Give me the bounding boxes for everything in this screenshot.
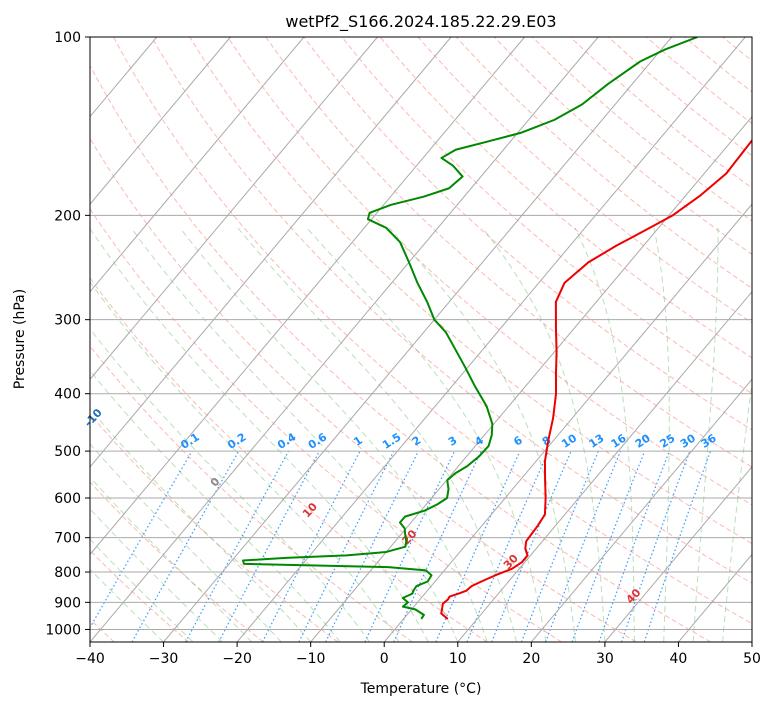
mixing-ratio-line — [364, 450, 456, 642]
axes: −40 −30 −20 −10 0 10 20 30 40 50 1000 900 800 700 600 5… — [45, 30, 761, 667]
moist-adiabat — [179, 227, 488, 642]
mixing-ratio-line — [325, 450, 419, 642]
dry-adiabat — [90, 208, 562, 642]
dry-adiabat — [303, 37, 752, 431]
y-tick-label: 100 — [54, 30, 81, 46]
dry-adiabat — [113, 37, 752, 625]
y-tick-label: 900 — [54, 595, 81, 611]
moist-adiabat — [90, 227, 429, 642]
moist-adiabat — [388, 227, 576, 642]
x-tick-label: −10 — [296, 651, 326, 667]
dry-adiabat — [608, 37, 752, 157]
dry-adiabat — [417, 37, 752, 324]
y-tick-label: 800 — [54, 565, 81, 581]
moist-adiabat — [90, 443, 282, 642]
dry-adiabat — [189, 37, 752, 545]
moist-adiabat — [90, 476, 253, 642]
dry-adiabat — [532, 37, 752, 222]
y-tick-label: 600 — [54, 491, 81, 507]
mixing-ratio-line — [620, 450, 691, 642]
isotherm — [236, 37, 746, 642]
mixing-ratio-line — [643, 450, 712, 642]
mixing-ratio-line — [598, 450, 670, 642]
moist-adiabat — [90, 407, 312, 642]
moist-adiabat — [130, 227, 459, 642]
mixing-ratio-line — [131, 450, 240, 642]
dry-adiabat — [341, 37, 752, 395]
y-tick-label: 1000 — [45, 622, 81, 638]
x-tick-label: 20 — [522, 651, 540, 667]
moist-adiabat — [90, 508, 223, 642]
y-tick-label: 700 — [54, 531, 81, 547]
dry-adiabat — [455, 37, 752, 289]
mixing-ratio-line — [90, 450, 193, 629]
x-tick-label: −20 — [222, 651, 252, 667]
isotherm — [457, 290, 752, 642]
dry-adiabat — [227, 37, 752, 506]
mixing-ratio-line — [298, 450, 395, 642]
isotherm — [90, 37, 378, 381]
moist-adiabat — [653, 227, 670, 642]
x-tick-label: 30 — [596, 651, 614, 667]
dry-adiabat — [90, 137, 637, 642]
y-axis-title: Pressure (hPa) — [12, 289, 28, 389]
sounding-series-1 — [242, 37, 698, 620]
plot-frame — [89, 36, 753, 643]
isotherm — [90, 37, 526, 556]
moist-adiabat — [90, 281, 400, 642]
x-tick-label: −40 — [75, 651, 105, 667]
y-tick-label: 500 — [54, 444, 81, 460]
x-axis-title: Temperature (°C) — [360, 681, 482, 697]
moist-adiabat — [90, 328, 370, 642]
isotherm — [604, 466, 752, 642]
dry-adiabat — [90, 481, 264, 642]
moist-adiabat — [482, 227, 606, 642]
isotherm — [90, 37, 231, 205]
isotherm — [163, 37, 673, 642]
x-tick-label: −30 — [149, 651, 179, 667]
moist-adiabat — [574, 227, 635, 642]
x-tick-label: 40 — [670, 651, 688, 667]
moist-adiabat — [306, 227, 547, 642]
dry-adiabat — [151, 37, 752, 584]
moist-adiabat — [722, 378, 752, 642]
plot-area — [90, 37, 752, 642]
dry-adiabat — [90, 64, 712, 642]
sounding-series-0 — [440, 138, 752, 620]
x-tick-label: 0 — [380, 651, 389, 667]
isotherm — [383, 203, 752, 642]
x-tick-label: 50 — [743, 651, 761, 667]
mixing-ratio-line — [466, 450, 549, 642]
dry-adiabat — [379, 37, 752, 359]
sounding-profiles — [242, 37, 752, 620]
chart-title: wetPf2_S166.2024.185.22.29.E03 — [285, 12, 556, 32]
moist-adiabat — [237, 227, 518, 642]
isotherm — [310, 115, 752, 642]
isotherm — [90, 37, 599, 642]
y-tick-label: 200 — [54, 208, 81, 224]
y-tick-label: 400 — [54, 387, 81, 403]
mixing-ratio-line — [393, 450, 482, 642]
moist-adiabat — [692, 227, 719, 642]
moist-adiabat — [90, 568, 164, 642]
isotherm — [90, 37, 452, 468]
background-lines — [90, 37, 752, 642]
mixing-ratio-line — [185, 450, 290, 642]
y-tick-label: 300 — [54, 313, 81, 329]
isotherm — [530, 378, 752, 642]
moist-adiabat — [90, 538, 194, 642]
x-tick-label: 10 — [449, 651, 467, 667]
mixing-ratio-line — [491, 450, 572, 642]
isotherm — [90, 37, 305, 293]
